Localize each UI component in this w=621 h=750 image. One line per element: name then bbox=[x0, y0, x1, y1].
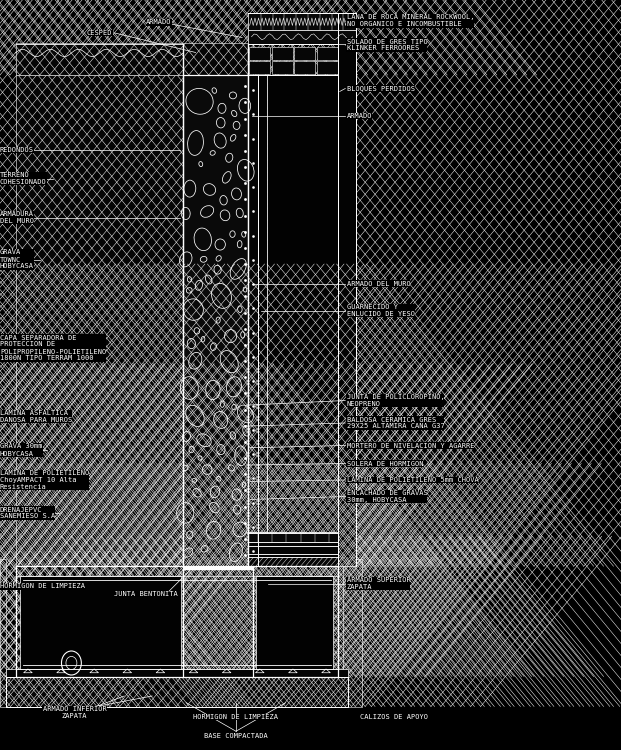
Bar bbox=[294, 62, 315, 74]
Text: CESPED: CESPED bbox=[87, 30, 112, 36]
Bar bbox=[6, 669, 348, 676]
Text: GUARNECIDO Y
ENLUCIDO DE YESO: GUARNECIDO Y ENLUCIDO DE YESO bbox=[347, 304, 415, 317]
Bar bbox=[16, 566, 338, 676]
Text: CAPA SEPARADORA DE
PROTECCION DE
POLIPROPILENO-POLIETILENO
1800N TIPO TERRAM 100: CAPA SEPARADORA DE PROTECCION DE POLIPRO… bbox=[0, 334, 106, 362]
Text: HORMIGON DE LIMPIEZA: HORMIGON DE LIMPIEZA bbox=[194, 714, 278, 720]
Bar bbox=[249, 47, 270, 60]
Text: BLOQUES PERDIDOS: BLOQUES PERDIDOS bbox=[347, 86, 415, 92]
Bar bbox=[267, 75, 338, 566]
Text: ENCACHADO DE GRAVAS
30mm, HOBYCASA: ENCACHADO DE GRAVAS 30mm, HOBYCASA bbox=[347, 490, 427, 503]
Text: ARMADO SUPERIOR
ZAPATA: ARMADO SUPERIOR ZAPATA bbox=[347, 577, 410, 590]
Bar bbox=[258, 75, 267, 566]
Bar bbox=[0, 559, 6, 706]
Text: LANA DE ROCA MINERAL ROCKWOOL,
NO ORGANICO E INCOMBUSTIBLE: LANA DE ROCA MINERAL ROCKWOOL, NO ORGANI… bbox=[347, 14, 474, 28]
Bar bbox=[6, 676, 348, 706]
Bar bbox=[317, 62, 338, 74]
Bar bbox=[6, 676, 348, 706]
Text: SOLADO DE GRES TIPO
KLINKER FERROORES: SOLADO DE GRES TIPO KLINKER FERROORES bbox=[347, 38, 427, 52]
Bar bbox=[343, 559, 362, 706]
Bar bbox=[248, 532, 338, 542]
Text: REDONDOS: REDONDOS bbox=[0, 147, 34, 153]
Text: SOLERA DE HORMIGON: SOLERA DE HORMIGON bbox=[347, 460, 423, 466]
Text: ARMADO INFERIOR
ZAPATA: ARMADO INFERIOR ZAPATA bbox=[43, 706, 106, 719]
Text: JUNTA BENTONITA: JUNTA BENTONITA bbox=[114, 591, 178, 597]
Bar bbox=[248, 13, 356, 30]
Text: ARMADO DEL MURO: ARMADO DEL MURO bbox=[347, 280, 410, 286]
Text: CALIZOS DE APOYO: CALIZOS DE APOYO bbox=[360, 714, 428, 720]
Text: LAMINA ASFALTICA
DANOSA PARA MUROS: LAMINA ASFALTICA DANOSA PARA MUROS bbox=[0, 410, 72, 423]
Bar bbox=[248, 542, 338, 546]
Bar bbox=[248, 546, 338, 554]
Text: LAMINA DE POLIETILENO
ChoyAMPACT 10 Alta
Resistencia: LAMINA DE POLIETILENO ChoyAMPACT 10 Alta… bbox=[0, 470, 89, 490]
Bar bbox=[317, 47, 338, 60]
Bar bbox=[248, 30, 356, 44]
Bar bbox=[294, 47, 315, 60]
Text: GRAVA
TOWNC
HOBYCASA: GRAVA TOWNC HOBYCASA bbox=[0, 250, 34, 269]
Text: ARMADO: ARMADO bbox=[347, 113, 372, 119]
Text: DRENAJEPVC
SANEMIESO S.A: DRENAJEPVC SANEMIESO S.A bbox=[0, 506, 55, 520]
Bar bbox=[338, 13, 356, 566]
Bar bbox=[20, 576, 181, 669]
Bar bbox=[271, 47, 293, 60]
Text: BALDOSA CERAMICA GRES
29X25 ALTAMIRA CANA G37: BALDOSA CERAMICA GRES 29X25 ALTAMIRA CAN… bbox=[347, 416, 444, 430]
Bar bbox=[253, 566, 338, 676]
Bar bbox=[271, 62, 293, 74]
Bar bbox=[16, 44, 253, 75]
Bar bbox=[16, 566, 183, 676]
Text: LAMINA DE POLIETILENO 5mm CHOVA: LAMINA DE POLIETILENO 5mm CHOVA bbox=[347, 477, 478, 483]
Text: ARMADURA
DEL MURO: ARMADURA DEL MURO bbox=[0, 211, 34, 224]
Text: ARMADO: ARMADO bbox=[146, 20, 171, 26]
Bar bbox=[248, 75, 258, 566]
Text: BASE COMPACTADA: BASE COMPACTADA bbox=[204, 734, 268, 740]
Bar bbox=[256, 576, 333, 669]
Text: GRAVA 30mm
HOBYCASA: GRAVA 30mm HOBYCASA bbox=[0, 443, 42, 457]
Text: HORMIGON DE LIMPIEZA: HORMIGON DE LIMPIEZA bbox=[0, 584, 85, 590]
Bar bbox=[249, 62, 270, 74]
Bar bbox=[183, 75, 248, 566]
Text: JUNTA DE POLICLOROPINO,
NEOPRENO: JUNTA DE POLICLOROPINO, NEOPRENO bbox=[347, 394, 444, 407]
Text: MORTERO DE NIVELACION Y AGARRE: MORTERO DE NIVELACION Y AGARRE bbox=[347, 442, 474, 448]
Bar bbox=[248, 554, 338, 557]
Bar bbox=[16, 75, 183, 566]
Bar bbox=[248, 557, 338, 566]
Text: TERRENO
COHESIONADO: TERRENO COHESIONADO bbox=[0, 172, 47, 185]
